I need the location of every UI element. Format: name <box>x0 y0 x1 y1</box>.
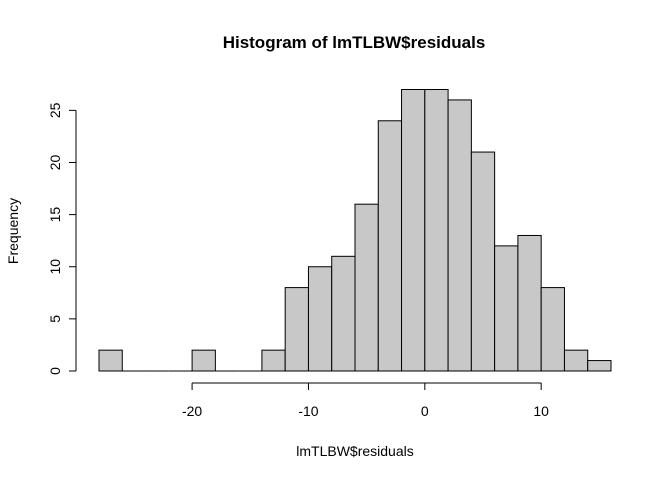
y-axis-label: Frequency <box>5 198 21 264</box>
chart-title: Histogram of lmTLBW$residuals <box>223 33 486 52</box>
y-tick-label: 10 <box>47 259 63 275</box>
histogram-bar <box>284 287 309 372</box>
y-tick-label: 0 <box>47 367 63 375</box>
histogram-bar <box>494 245 519 372</box>
histogram-bar <box>424 89 449 372</box>
histogram-bar <box>307 266 333 372</box>
x-axis-label: lmTLBW$residuals <box>296 443 413 459</box>
histogram-bar <box>470 151 496 372</box>
histogram-bar <box>540 287 565 372</box>
histogram-bar <box>447 99 472 372</box>
histogram-bar <box>401 89 426 372</box>
histogram-bar <box>354 203 379 372</box>
y-tick-label: 15 <box>47 207 63 223</box>
x-tick-label: -20 <box>182 403 202 419</box>
y-tick-label: 5 <box>47 315 63 323</box>
y-axis: 0 5 10 15 20 25 <box>47 102 77 375</box>
histogram-bar <box>98 349 123 372</box>
histogram-bar <box>563 349 589 372</box>
x-tick-label: -10 <box>298 403 318 419</box>
histogram-bar <box>191 349 216 372</box>
x-axis: -20 -10 0 10 <box>182 382 549 419</box>
y-tick-label: 25 <box>47 102 63 118</box>
histogram-bar <box>331 255 356 372</box>
bars-group <box>98 89 612 372</box>
y-tick-label: 20 <box>47 154 63 170</box>
histogram-bar <box>587 360 612 372</box>
x-tick-label: 0 <box>421 403 429 419</box>
histogram-bar <box>377 120 403 372</box>
x-tick-label: 10 <box>533 403 549 419</box>
histogram-bar <box>261 349 286 372</box>
histogram-bar <box>517 234 542 372</box>
